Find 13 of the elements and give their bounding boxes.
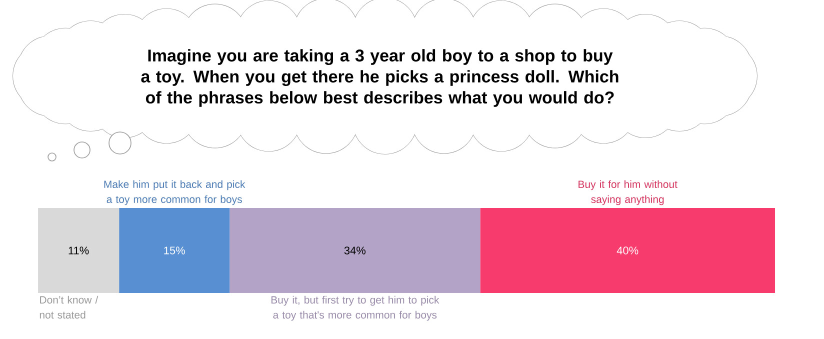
bar — [480, 208, 775, 293]
series-label: Buy it for him without saying anything — [578, 180, 678, 206]
data-label: 40% — [616, 246, 638, 254]
bar — [230, 208, 480, 293]
series-label: Don’t know / not stated — [40, 296, 98, 319]
bar — [38, 208, 120, 293]
series-label: Buy it, but first try to get him to pick a toy that's more common for boys — [271, 296, 440, 321]
data-label: 34% — [344, 246, 366, 254]
chart-title: Imagine you are taking a 3 year old boy to a shop to buy a toy. When you get there he picks a princess doll. Which of the phrases below best describes what you would do? — [141, 49, 618, 107]
bar — [119, 208, 230, 293]
series-label: Make him put it back and pick a toy more common for boys — [104, 180, 246, 206]
data-label: 15% — [164, 246, 185, 254]
data-label: 11% — [68, 246, 89, 254]
